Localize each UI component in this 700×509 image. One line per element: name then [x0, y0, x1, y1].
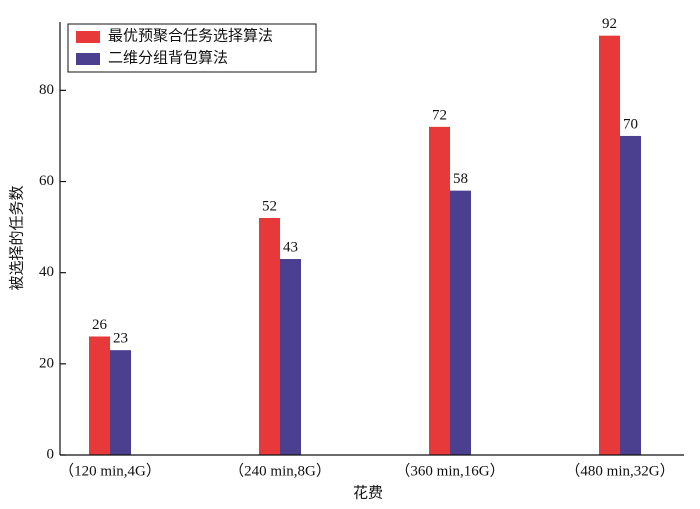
value-label: 43 — [283, 239, 298, 255]
bar — [450, 190, 471, 456]
value-label: 70 — [623, 116, 638, 132]
value-label: 52 — [262, 198, 277, 214]
value-label: 26 — [92, 317, 108, 333]
legend-box — [67, 23, 317, 73]
x-axis-label: 花费 — [353, 484, 383, 501]
y-tick-label: 0 — [47, 446, 55, 462]
bar — [89, 336, 110, 455]
x-tick-label: （240 min,8G） — [229, 462, 331, 479]
bar — [259, 217, 280, 455]
y-tick-label: 60 — [39, 173, 54, 189]
value-label: 72 — [432, 107, 447, 123]
bar — [620, 135, 641, 455]
x-tick-label: （360 min,16G） — [395, 462, 504, 479]
value-label: 23 — [113, 331, 128, 347]
bar — [429, 126, 450, 456]
legend-swatch — [76, 53, 100, 65]
y-tick-label: 20 — [39, 355, 54, 371]
value-label: 92 — [602, 16, 617, 32]
x-tick-label: （480 min,32G） — [565, 462, 674, 479]
legend-label: 最优预聚合任务选择算法 — [108, 26, 273, 44]
y-axis-label: 被选择的任务数 — [8, 185, 25, 290]
bar — [110, 350, 131, 455]
bar — [599, 35, 620, 456]
legend-label: 二维分组背包算法 — [108, 48, 228, 66]
x-tick-label: （120 min,4G） — [59, 462, 161, 479]
value-label: 58 — [453, 171, 468, 187]
legend-swatch — [76, 31, 100, 43]
y-tick-label: 40 — [39, 264, 54, 280]
bar — [280, 259, 301, 455]
y-tick-label: 80 — [39, 82, 54, 98]
